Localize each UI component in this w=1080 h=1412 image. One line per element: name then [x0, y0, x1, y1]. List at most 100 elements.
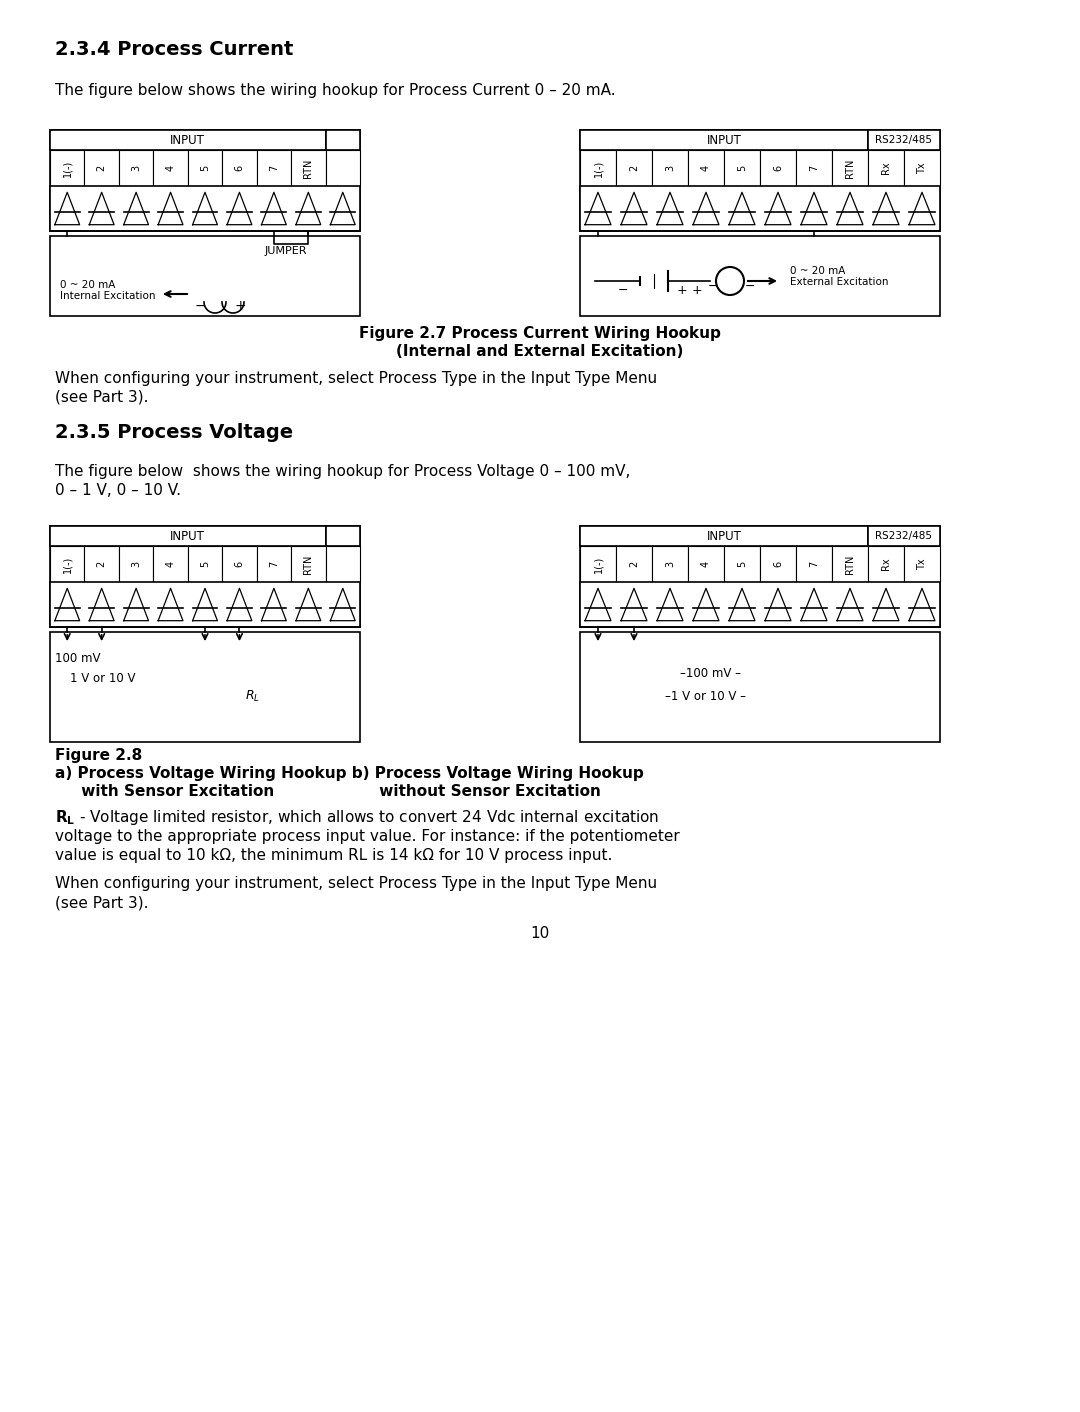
Text: (see Part 3).: (see Part 3).	[55, 390, 149, 405]
Text: 7: 7	[809, 165, 819, 171]
Text: RTN: RTN	[303, 158, 313, 178]
Bar	[325, 546, 360, 582]
Text: 6: 6	[234, 165, 244, 171]
Polygon shape	[621, 192, 647, 225]
Bar	[50, 130, 325, 150]
Bar	[257, 546, 292, 582]
Bar	[796, 150, 832, 186]
Text: 2: 2	[97, 561, 107, 568]
Text: 0 – 1 V, 0 – 10 V.: 0 – 1 V, 0 – 10 V.	[55, 483, 181, 498]
Bar	[50, 582, 360, 627]
Text: 7: 7	[269, 165, 279, 171]
Text: Figure 2.7 Process Current Wiring Hookup: Figure 2.7 Process Current Wiring Hookup	[359, 326, 721, 342]
Bar	[50, 633, 360, 741]
Polygon shape	[296, 589, 321, 621]
Text: INPUT: INPUT	[171, 134, 205, 147]
Polygon shape	[227, 192, 252, 225]
Text: $R_L$: $R_L$	[245, 689, 260, 705]
Polygon shape	[909, 589, 935, 621]
Text: 1(-): 1(-)	[63, 160, 72, 176]
Text: RTN: RTN	[303, 555, 313, 573]
Polygon shape	[837, 589, 863, 621]
Bar	[796, 546, 832, 582]
Text: with Sensor Excitation                    without Sensor Excitation: with Sensor Excitation without Sensor Ex…	[55, 784, 600, 799]
Text: −: −	[745, 280, 756, 294]
Text: Tx: Tx	[917, 162, 927, 174]
Bar	[760, 150, 796, 186]
Bar	[50, 130, 360, 232]
Polygon shape	[55, 589, 80, 621]
Text: 5: 5	[200, 561, 210, 568]
Text: INPUT: INPUT	[171, 530, 205, 542]
Bar	[868, 546, 904, 582]
Text: 1(-): 1(-)	[63, 555, 72, 573]
Bar	[904, 546, 940, 582]
Text: 0 ~ 20 mA: 0 ~ 20 mA	[789, 265, 846, 275]
Polygon shape	[801, 589, 827, 621]
Polygon shape	[261, 192, 286, 225]
Bar	[580, 130, 940, 232]
Bar	[50, 236, 360, 316]
Bar	[50, 150, 84, 186]
Polygon shape	[693, 192, 719, 225]
Text: 2: 2	[629, 561, 639, 568]
Bar	[868, 130, 940, 150]
Text: The figure below shows the wiring hookup for Process Current 0 – 20 mA.: The figure below shows the wiring hookup…	[55, 83, 616, 97]
Bar	[616, 150, 652, 186]
Bar	[688, 150, 724, 186]
Bar	[580, 527, 940, 627]
Polygon shape	[765, 589, 791, 621]
Text: 3: 3	[665, 561, 675, 568]
Bar	[724, 546, 760, 582]
Polygon shape	[90, 192, 114, 225]
Text: 2: 2	[97, 165, 107, 171]
Bar	[188, 150, 222, 186]
Text: 2: 2	[629, 165, 639, 171]
Bar	[325, 150, 360, 186]
Polygon shape	[837, 192, 863, 225]
Text: –1 V or 10 V –: –1 V or 10 V –	[665, 690, 746, 703]
Polygon shape	[585, 589, 611, 621]
Polygon shape	[124, 192, 149, 225]
Bar	[153, 150, 188, 186]
Polygon shape	[873, 589, 899, 621]
Text: External Excitation: External Excitation	[789, 277, 889, 287]
Polygon shape	[693, 589, 719, 621]
Text: 4: 4	[701, 165, 711, 171]
Polygon shape	[261, 589, 286, 621]
Bar	[50, 527, 325, 546]
Text: value is equal to 10 kΩ, the minimum RL is 14 kΩ for 10 V process input.: value is equal to 10 kΩ, the minimum RL …	[55, 849, 612, 863]
Text: Rx: Rx	[881, 558, 891, 570]
Bar	[119, 150, 153, 186]
Text: The figure below  shows the wiring hookup for Process Voltage 0 – 100 mV,: The figure below shows the wiring hookup…	[55, 465, 631, 479]
Bar	[688, 546, 724, 582]
Polygon shape	[90, 589, 114, 621]
Text: 7: 7	[809, 561, 819, 568]
Text: Figure 2.8: Figure 2.8	[55, 748, 143, 762]
Bar	[580, 236, 940, 316]
Text: 6: 6	[773, 561, 783, 568]
Text: 6: 6	[234, 561, 244, 568]
Text: 2.3.4 Process Current: 2.3.4 Process Current	[55, 40, 294, 59]
Bar	[222, 546, 257, 582]
Text: a) Process Voltage Wiring Hookup b) Process Voltage Wiring Hookup: a) Process Voltage Wiring Hookup b) Proc…	[55, 765, 644, 781]
Bar	[832, 546, 868, 582]
Bar	[257, 150, 292, 186]
Text: When configuring your instrument, select Process Type in the Input Type Menu: When configuring your instrument, select…	[55, 875, 657, 891]
Text: voltage to the appropriate process input value. For instance: if the potentiomet: voltage to the appropriate process input…	[55, 829, 679, 844]
Text: 5: 5	[737, 561, 747, 568]
Text: +: +	[692, 284, 703, 297]
Bar	[868, 527, 940, 546]
Text: INPUT: INPUT	[706, 530, 742, 542]
Text: INPUT: INPUT	[706, 134, 742, 147]
Polygon shape	[158, 192, 183, 225]
Polygon shape	[585, 192, 611, 225]
Polygon shape	[729, 589, 755, 621]
Text: 6: 6	[773, 165, 783, 171]
Text: 7: 7	[269, 561, 279, 568]
Text: RTN: RTN	[845, 555, 855, 573]
Bar	[84, 150, 119, 186]
Polygon shape	[227, 589, 252, 621]
Polygon shape	[765, 192, 791, 225]
Polygon shape	[657, 589, 683, 621]
